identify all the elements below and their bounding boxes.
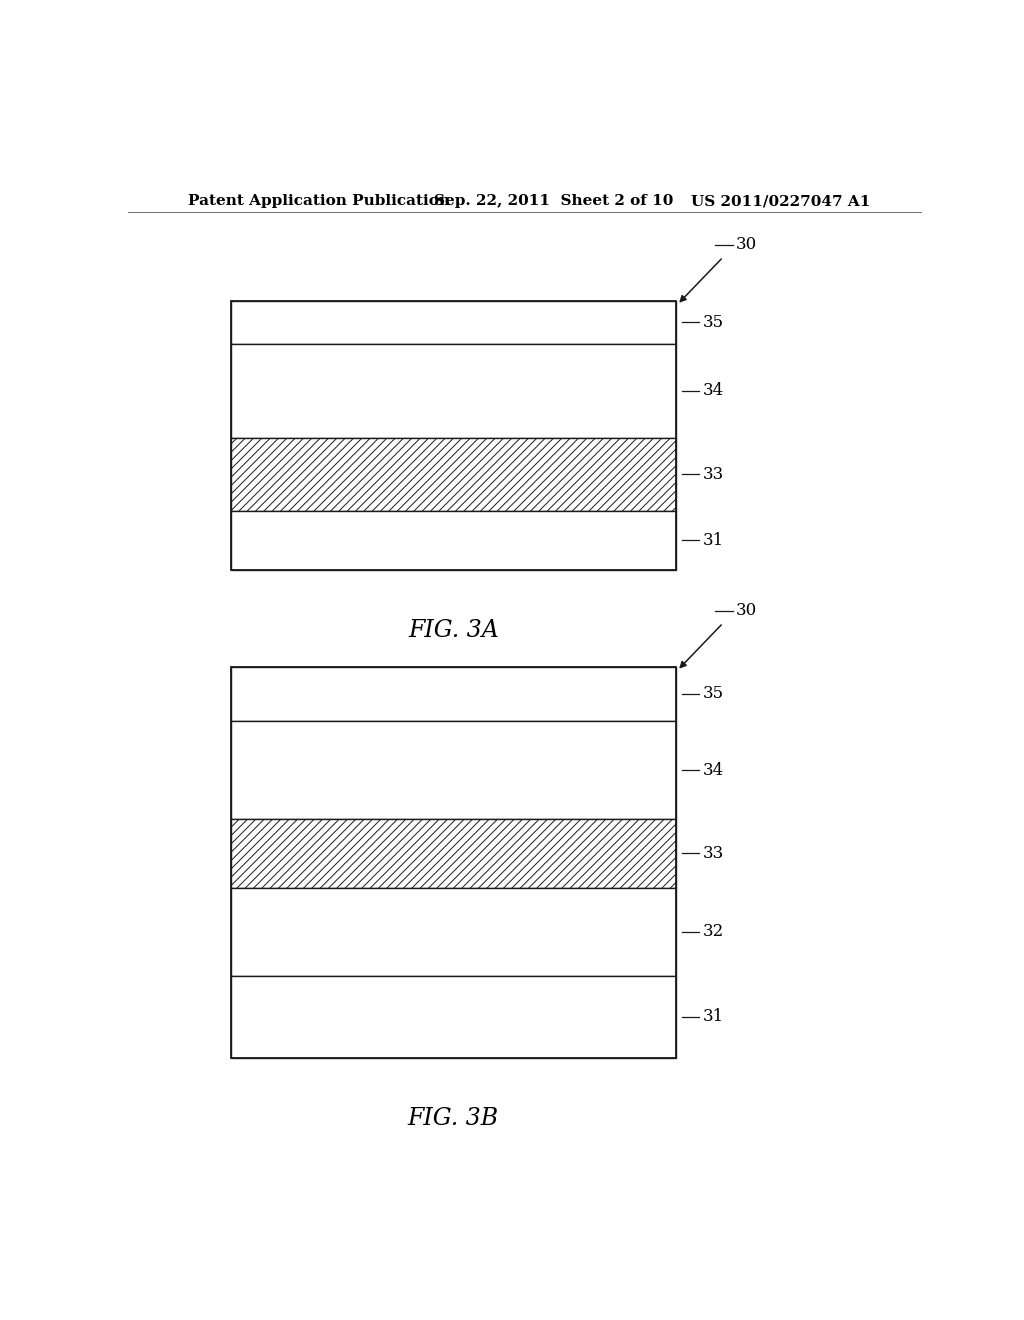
Text: 34: 34 bbox=[702, 762, 724, 779]
Bar bbox=[231, 438, 676, 511]
Text: US 2011/0227047 A1: US 2011/0227047 A1 bbox=[691, 194, 870, 209]
Text: 35: 35 bbox=[702, 314, 724, 331]
Bar bbox=[231, 820, 676, 887]
Text: 30: 30 bbox=[736, 236, 757, 253]
Bar bbox=[231, 301, 676, 343]
Text: 31: 31 bbox=[702, 532, 724, 549]
Text: 35: 35 bbox=[702, 685, 724, 702]
Bar bbox=[231, 887, 676, 975]
Text: 32: 32 bbox=[702, 923, 724, 940]
Text: 30: 30 bbox=[736, 602, 757, 619]
Bar bbox=[231, 975, 676, 1057]
Bar bbox=[231, 301, 676, 570]
Bar bbox=[231, 667, 676, 1057]
Text: FIG. 3A: FIG. 3A bbox=[408, 619, 499, 642]
Bar bbox=[231, 343, 676, 438]
Text: Patent Application Publication: Patent Application Publication bbox=[187, 194, 450, 209]
Bar bbox=[231, 667, 676, 722]
Text: FIG. 3B: FIG. 3B bbox=[408, 1106, 499, 1130]
Text: 33: 33 bbox=[702, 845, 724, 862]
Text: 33: 33 bbox=[702, 466, 724, 483]
Bar bbox=[231, 722, 676, 820]
Text: 31: 31 bbox=[702, 1008, 724, 1026]
Bar bbox=[231, 511, 676, 570]
Text: Sep. 22, 2011  Sheet 2 of 10: Sep. 22, 2011 Sheet 2 of 10 bbox=[433, 194, 673, 209]
Text: 34: 34 bbox=[702, 383, 724, 400]
